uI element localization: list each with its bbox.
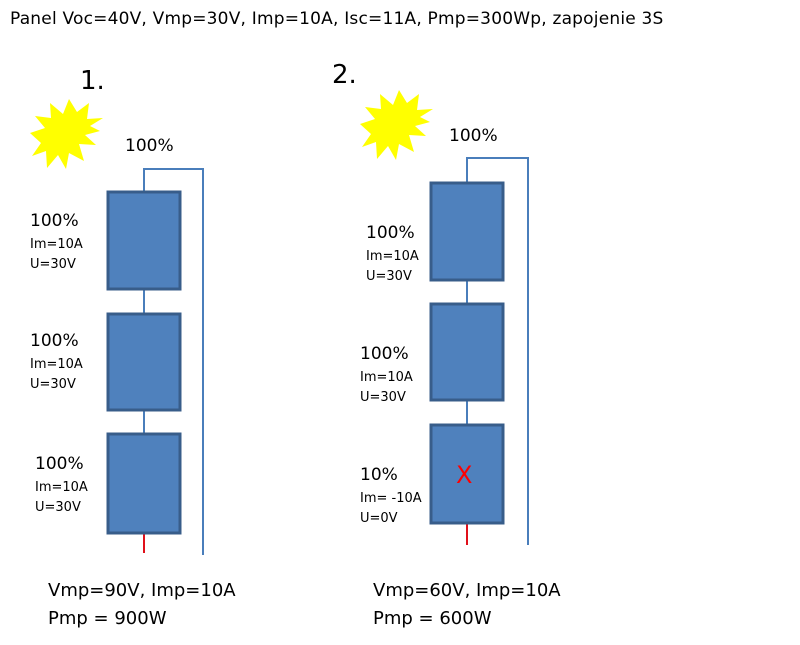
panel-voltage: U=30V	[30, 257, 76, 272]
panel-percent: 100%	[366, 223, 415, 243]
sun-icon	[360, 90, 433, 160]
fault-mark: X	[456, 461, 473, 489]
panel-current: Im=10A	[30, 237, 83, 252]
page-title: Panel Voc=40V, Vmp=30V, Imp=10A, Isc=11A…	[10, 9, 664, 29]
irradiance-label: 100%	[125, 136, 174, 156]
result-power: Pmp = 900W	[48, 608, 167, 629]
panel-percent: 100%	[30, 331, 79, 351]
panel-voltage: U=0V	[360, 511, 398, 526]
solar-panel-faulty	[429, 423, 505, 525]
panel-percent: 100%	[360, 344, 409, 364]
solar-panel	[106, 432, 182, 535]
scenario-number: 2.	[332, 60, 357, 90]
result-voltage-current: Vmp=90V, Imp=10A	[48, 580, 236, 601]
result-voltage-current: Vmp=60V, Imp=10A	[373, 580, 561, 601]
panel-percent: 100%	[30, 211, 79, 231]
panel-percent: 100%	[35, 454, 84, 474]
panel-voltage: U=30V	[35, 500, 81, 515]
series-wiring	[466, 157, 529, 545]
solar-panel	[106, 190, 182, 291]
solar-panel	[106, 312, 182, 412]
panel-voltage: U=30V	[360, 390, 406, 405]
panel-voltage: U=30V	[366, 269, 412, 284]
panel-current: Im= -10A	[360, 491, 422, 506]
panel-current: Im=10A	[35, 480, 88, 495]
panel-percent: 10%	[360, 465, 398, 485]
panel-voltage: U=30V	[30, 377, 76, 392]
scenario-number: 1.	[80, 66, 105, 96]
solar-panel	[429, 181, 505, 282]
irradiance-label: 100%	[449, 126, 498, 146]
sun-icon	[30, 99, 103, 169]
panel-current: Im=10A	[360, 370, 413, 385]
result-power: Pmp = 600W	[373, 608, 492, 629]
series-wiring	[143, 168, 204, 555]
solar-panel	[429, 302, 505, 402]
panel-current: Im=10A	[30, 357, 83, 372]
panel-current: Im=10A	[366, 249, 419, 264]
